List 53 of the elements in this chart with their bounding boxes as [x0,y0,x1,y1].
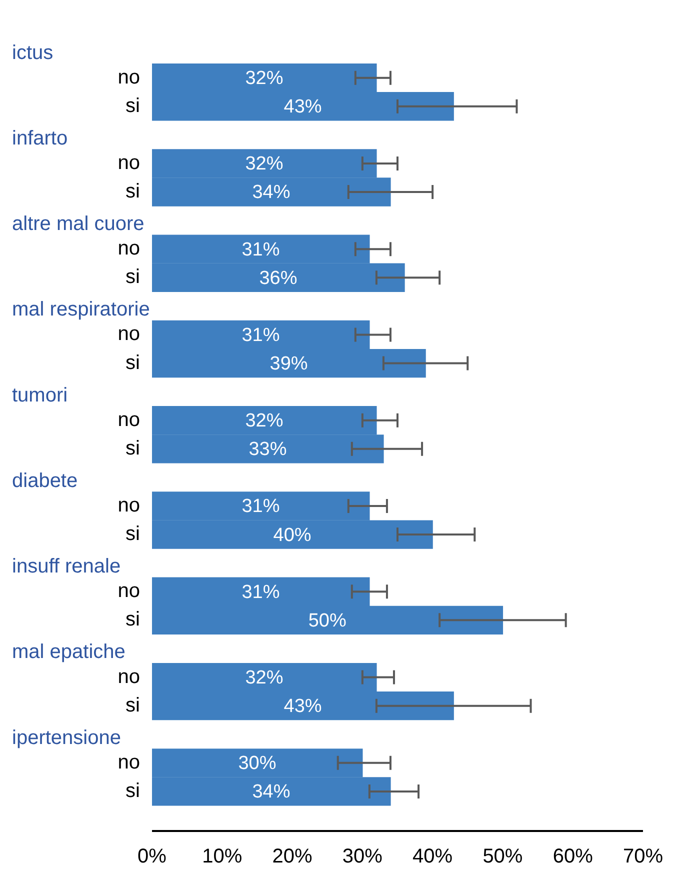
y-tick-label: no [118,494,140,517]
y-tick-label: no [118,238,140,260]
y-tick-label: si [126,180,140,203]
x-tick-label: 0% [138,846,167,868]
y-tick-label: si [126,352,140,374]
data-label: 50% [308,610,346,632]
x-tick-label: 20% [272,846,313,868]
data-label: 32% [245,154,284,175]
data-label: 40% [273,524,312,546]
text: tumori [12,384,68,406]
data-label: 31% [242,496,280,518]
y-tick-label: no [118,66,140,88]
text: mal epatiche [12,641,126,664]
y-tick-label: si [126,780,140,802]
data-label: 43% [284,696,322,718]
text: ictus [12,42,54,64]
y-tick-label: no [118,152,140,174]
data-label: 34% [252,782,290,803]
data-label: 31% [242,324,280,346]
y-tick-label: si [126,694,140,716]
x-tick-label: 10% [202,846,242,868]
x-tick-label: 70% [622,846,664,868]
data-label: 32% [245,68,284,90]
data-label: 30% [238,753,276,774]
text: insuff renale [12,556,121,578]
y-tick-label: si [126,437,140,460]
x-tick-label: 60% [552,846,594,868]
y-tick-label: si [126,266,140,288]
text: altre mal cuore [12,213,144,236]
text: mal respiratorie [12,298,150,321]
data-label: 36% [259,268,298,289]
x-tick-label: 50% [482,846,523,868]
y-tick-label: no [118,580,140,602]
y-tick-label: no [118,666,140,688]
data-label: 33% [248,439,287,460]
data-label: 32% [245,668,284,689]
x-tick-label: 40% [412,846,453,868]
text: ipertensione [12,726,121,749]
text: diabete [12,470,78,492]
text: infarto [12,127,68,150]
data-label: 31% [242,582,280,603]
y-tick-label: si [126,94,140,117]
y-tick-label: si [126,523,140,546]
data-label: 34% [252,182,290,204]
y-tick-label: no [118,323,140,346]
y-tick-label: si [126,608,140,631]
data-label: 43% [284,96,322,118]
data-label: 32% [245,410,284,432]
data-label: 39% [270,354,308,375]
y-tick-label: no [118,751,140,774]
x-tick-label: 30% [342,846,383,868]
y-tick-label: no [118,408,140,431]
data-label: 31% [242,239,280,260]
